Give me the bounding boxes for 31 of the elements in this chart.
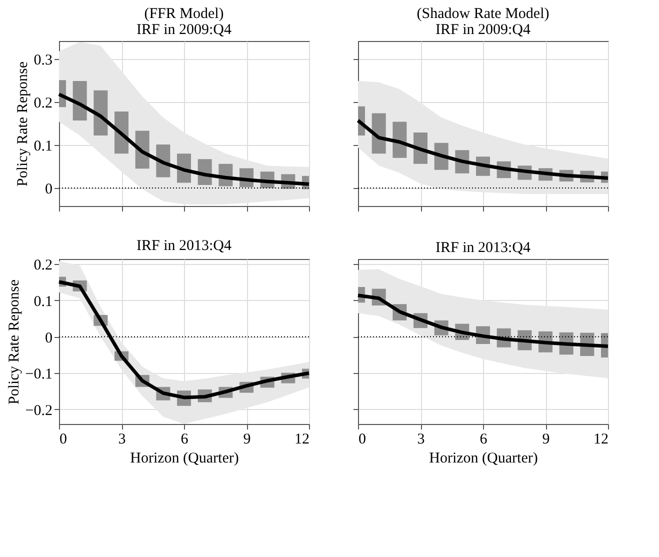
y-tick-label: −0.2 [25,402,52,419]
y-tick-label: 0.1 [34,138,52,154]
x-tick-label: 0 [60,432,67,448]
x-tick-label: 3 [118,432,126,448]
x-tick-label: 9 [542,432,550,448]
chart-title: IRF in 2013:Q4 [136,238,232,254]
x-tick-label: 6 [480,432,488,448]
y-tick-label: 0.2 [34,258,52,274]
y-tick-label: 0.2 [34,96,52,112]
line-series [57,92,311,186]
chart-title: (Shadow Rate Model) [416,6,550,22]
x-tick-label: 9 [243,432,251,448]
y-axis-title: Policy Rate Reponse [6,279,22,404]
y-tick-label: 0 [45,181,52,198]
y-tick-label: 0.1 [34,294,52,310]
y-tick-label: 0 [45,330,52,346]
chart-title: (FFR Model) [144,6,224,22]
x-tick-label: 6 [180,432,189,448]
x-axis-title: Horizon (Quarter) [130,450,239,466]
x-axis-title: Horizon (Quarter) [429,450,538,466]
chart-subtitle: IRF in 2009:Q4 [435,22,531,38]
chart-subtitle: IRF in 2009:Q4 [136,22,232,38]
x-tick-label: 3 [417,432,425,448]
line-series [57,280,311,400]
y-axis-title: Policy Rate Reponse [14,61,31,186]
x-tick-label: 12 [594,432,608,448]
y-tick-label: −0.1 [25,366,52,383]
x-tick-label: 0 [358,432,366,448]
x-tick-label: 12 [294,432,310,448]
chart-title: IRF in 2013:Q4 [435,240,531,256]
y-tick-label: 0.3 [34,52,52,69]
